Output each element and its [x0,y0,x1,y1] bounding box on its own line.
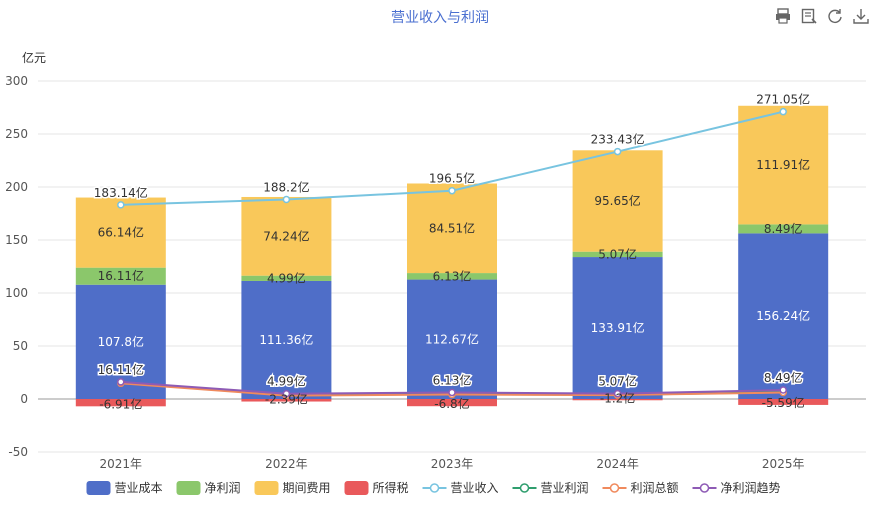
bar-期间费用[interactable] [572,150,663,252]
data-label: -6.91亿 [99,396,142,411]
bar-营业成本[interactable] [241,280,332,399]
legend-marker-净利润趋势[interactable] [699,483,710,493]
refresh-icon[interactable] [825,6,845,26]
data-label: -6.8亿 [434,396,469,411]
data-label: 16.11亿 [98,268,144,283]
data-view-icon[interactable] [799,6,819,26]
legend-marker-营业收入[interactable] [429,483,440,493]
bar-期间费用[interactable] [738,105,829,225]
bar-营业成本[interactable] [572,257,663,399]
point-营业收入[interactable] [448,186,456,195]
y-tick-label: 300 [5,74,28,88]
data-label: 6.13亿 [433,268,472,283]
data-label: -1.2亿 [600,390,635,405]
data-label: 8.49亿 [764,221,803,236]
line-data-label: 4.99亿 [267,374,306,389]
line-data-label: 8.49亿 [764,370,803,385]
data-label: 111.91亿 [756,157,810,172]
x-tick-label: 2023年 [431,457,474,471]
line-data-label: 6.13亿 [433,373,472,388]
x-tick-label: 2024年 [596,457,639,471]
legend-label: 净利润趋势 [721,481,781,495]
legend-label: 净利润 [205,481,241,495]
line-data-label: 233.43亿 [591,132,645,147]
point-净利润趋势[interactable] [282,389,291,398]
bar-营业成本[interactable] [738,233,829,399]
line-data-label: 16.11亿 [98,362,144,377]
point-净利润趋势[interactable] [779,386,787,394]
legend-label: 所得税 [373,480,409,495]
point-营业收入[interactable] [117,201,125,209]
data-label: 4.99亿 [267,270,306,285]
x-tick-label: 2021年 [100,457,143,471]
chart-toolbox [773,6,871,26]
chart-title: 营业收入与利润 [391,10,489,26]
point-营业收入[interactable] [613,147,622,156]
y-tick-label: 150 [5,233,28,247]
line-data-label: 196.5亿 [429,171,475,186]
bar-净利润[interactable] [75,267,166,285]
download-icon[interactable] [851,6,871,26]
legend-swatch-期间费用[interactable] [254,481,279,495]
bar-净利润[interactable] [407,273,497,280]
data-label: 156.24亿 [756,308,810,323]
y-tick-label: 100 [5,286,28,300]
legend-marker-营业利润[interactable] [519,483,530,493]
line-data-label: 5.07亿 [598,374,637,389]
data-label: 66.14亿 [98,225,144,240]
legend-swatch-所得税[interactable] [344,481,369,495]
legend-label: 营业利润 [541,481,589,495]
legend-label: 期间费用 [283,481,331,495]
line-data-label: 183.14亿 [94,185,148,200]
point-净利润趋势[interactable] [448,388,456,397]
data-label: 133.91亿 [591,320,645,335]
bar-净利润[interactable] [738,224,829,234]
bar-净利润[interactable] [241,275,332,281]
bar-期间费用[interactable] [407,183,497,274]
bar-所得税[interactable] [75,399,166,407]
data-label: -2.39亿 [265,392,308,407]
y-tick-label: 0 [20,392,28,406]
x-tick-label: 2022年 [265,457,308,471]
legend-label: 营业成本 [115,481,163,495]
legend-marker-利润总额[interactable] [609,483,620,493]
bar-期间费用[interactable] [241,196,332,276]
y-tick-label: 200 [5,180,28,194]
y-tick-label: 50 [13,339,28,353]
legend-swatch-净利润[interactable] [176,481,201,495]
y-tick-label: -50 [8,445,28,459]
point-营业收入[interactable] [779,107,787,116]
point-净利润趋势[interactable] [613,389,622,398]
point-净利润趋势[interactable] [117,378,125,386]
bar-所得税[interactable] [241,399,332,402]
data-label: 84.51亿 [429,220,475,235]
data-label: 5.07亿 [598,246,637,261]
point-营业收入[interactable] [282,195,291,204]
bar-所得税[interactable] [572,399,663,401]
line-data-label: 188.2亿 [263,180,309,195]
print-icon[interactable] [773,6,793,26]
bar-期间费用[interactable] [75,197,166,268]
data-label: 111.36亿 [259,332,313,347]
data-label: -5.59亿 [762,395,805,410]
y-axis-label: 亿元 [22,50,46,65]
bar-所得税[interactable] [407,399,497,407]
data-label: 95.65亿 [594,193,640,208]
y-tick-label: 250 [5,127,28,141]
bar-净利润[interactable] [572,251,663,258]
legend-label: 利润总额 [631,481,679,495]
x-tick-label: 2025年 [762,457,805,471]
data-label: 74.24亿 [263,228,309,243]
data-label: 107.8亿 [98,334,144,349]
line-data-label: 271.05亿 [756,92,810,107]
legend-swatch-营业成本[interactable] [86,481,111,495]
bar-营业成本[interactable] [407,279,497,399]
data-label: 112.67亿 [425,331,479,346]
legend-label: 营业收入 [451,481,499,495]
bar-所得税[interactable] [738,399,829,405]
